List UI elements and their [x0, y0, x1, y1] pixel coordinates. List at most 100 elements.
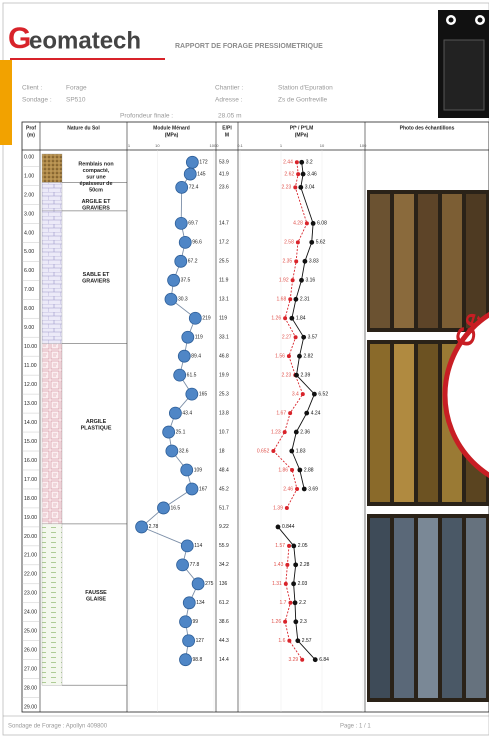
core-sample	[370, 518, 390, 698]
pf-point	[295, 486, 300, 491]
module-value: 167	[199, 486, 208, 492]
plm-point	[293, 562, 299, 568]
ratio-value: 48.4	[219, 467, 229, 473]
module-point	[174, 254, 188, 268]
plm-value: 2.39	[301, 372, 311, 378]
module-point	[175, 180, 189, 194]
module-point	[180, 539, 194, 553]
depth-label: 29.00	[24, 705, 37, 711]
plm-value: 6.52	[318, 391, 328, 397]
plm-value: 2.88	[304, 467, 314, 473]
layer-label: sur une	[86, 174, 105, 180]
pf-point	[288, 411, 293, 416]
layer-label: GLAISE	[86, 597, 106, 603]
plm-point	[295, 638, 301, 644]
module-point	[165, 444, 179, 458]
depth-label: 26.00	[24, 648, 37, 654]
module-point	[173, 368, 187, 382]
pf-value: 2.58	[284, 240, 294, 246]
plm-value: 2.31	[300, 297, 310, 303]
log-table: Prof(m)Nature du Sol Module Ménard(MPa)E/…	[21, 121, 489, 713]
depth-label: 20.00	[24, 534, 37, 540]
plm-point	[292, 600, 298, 606]
plm-point	[291, 581, 297, 587]
plm-point	[297, 353, 302, 359]
layer-label: épaisseur de	[80, 181, 113, 187]
plm-point	[294, 372, 299, 378]
pressure-tick-label: 100	[360, 143, 367, 148]
module-value: 77.8	[190, 562, 200, 568]
ratio-value: 51.7	[219, 505, 229, 511]
module-value: 145	[197, 171, 206, 177]
ratio-value: 34.2	[219, 562, 229, 568]
ratio-value: 45.2	[219, 486, 229, 492]
pf-value: 1.57	[275, 543, 285, 549]
module-value: 37.5	[181, 278, 191, 284]
pf-value: 4.28	[293, 221, 303, 227]
plm-value: 3.2	[306, 160, 313, 166]
module-point	[180, 463, 194, 477]
layer-label: PLASTIQUE	[81, 426, 112, 432]
plm-point	[301, 486, 307, 492]
soil-pattern	[41, 210, 63, 344]
module-point	[188, 311, 202, 325]
plm-value: 6.84	[319, 657, 329, 663]
info-value: Zs de Gonfreville	[278, 97, 328, 104]
info-value: Forage	[66, 85, 87, 92]
depth-label: 18.00	[24, 496, 37, 502]
plm-value: 3.16	[305, 278, 315, 284]
plm-point	[300, 171, 306, 177]
pf-point	[290, 468, 295, 473]
report-title: RAPPORT DE FORAGE PRESSIOMETRIQUE	[175, 43, 323, 50]
column-header: M	[225, 132, 229, 138]
info-label: Client :	[22, 85, 42, 92]
plm-value: 3.04	[305, 185, 315, 191]
module-point	[179, 615, 192, 629]
pf-value: 2.23	[282, 372, 292, 378]
stamp-disc	[442, 311, 489, 479]
plm-value: 3.57	[308, 335, 318, 341]
core-sample	[418, 518, 438, 698]
layer-label: GRAVIERS	[82, 206, 110, 212]
module-value: 32.6	[179, 448, 189, 454]
depth-label: 5.00	[24, 249, 34, 255]
pf-point	[293, 335, 298, 340]
depth-label: 12.00	[24, 382, 37, 388]
plm-value: 2.82	[303, 354, 313, 360]
pf-point	[294, 259, 299, 264]
plm-value: 1.84	[296, 316, 306, 322]
plm-point	[312, 657, 318, 663]
pf-value: 1.6	[278, 638, 285, 644]
plm-value: 2.03	[298, 581, 308, 587]
module-value: 16.5	[170, 505, 180, 511]
module-tick-label: 10	[155, 143, 160, 148]
depth-label: 28.00	[24, 686, 37, 692]
module-point	[174, 216, 188, 230]
depth-label: 9.00	[24, 325, 34, 331]
plm-value: 3.69	[308, 486, 318, 492]
layer-label: GRAVIERS	[82, 279, 110, 285]
module-value: 275	[205, 581, 214, 587]
pf-value: 0.652	[257, 448, 270, 454]
core-sample	[394, 518, 414, 698]
pf-value: 1.67	[276, 410, 286, 416]
plm-point	[309, 239, 315, 245]
plm-point	[297, 467, 303, 473]
plm-point	[311, 391, 317, 397]
module-point	[185, 387, 199, 401]
plm-value: 2.36	[300, 429, 310, 435]
core-sample	[394, 344, 414, 502]
soil-pattern	[41, 153, 63, 183]
plm-point	[293, 619, 299, 625]
plm-value: 1.83	[296, 448, 306, 454]
pf-value: 1.26	[271, 619, 281, 625]
pf-point	[283, 581, 288, 586]
logo-initial: G	[8, 22, 31, 55]
layer-label: Remblais non	[78, 161, 113, 167]
pf-point	[285, 562, 290, 567]
depth-label: 22.00	[24, 572, 37, 578]
pf-point	[295, 240, 300, 245]
pf-point	[288, 600, 293, 605]
plm-point	[304, 410, 310, 416]
